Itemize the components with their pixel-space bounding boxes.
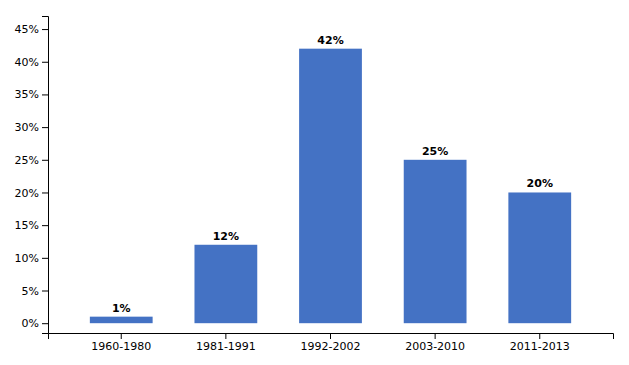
tick-mark — [42, 258, 48, 259]
tick: 1992-2002 — [301, 333, 361, 353]
tick-label: 40% — [15, 56, 39, 69]
tick: 45% — [15, 23, 48, 36]
tick: 20% — [15, 186, 48, 199]
bars — [90, 49, 571, 324]
tick-mark — [121, 333, 122, 339]
tick: 35% — [15, 88, 48, 101]
bar — [90, 317, 153, 324]
tick-mark — [42, 225, 48, 226]
tick-label: 1992-2002 — [301, 340, 361, 353]
tick-label: 1981-1991 — [196, 340, 256, 353]
tick-mark — [42, 323, 48, 324]
data-label: 1% — [112, 302, 131, 315]
tick: 40% — [15, 56, 48, 69]
bar — [508, 192, 571, 323]
axis-line — [49, 334, 614, 340]
tick-label: 35% — [15, 88, 39, 101]
tick-mark — [435, 333, 436, 339]
data-label: 12% — [213, 230, 239, 243]
tick-mark — [42, 94, 48, 95]
tick-label: 2003-2010 — [405, 340, 465, 353]
data-label: 25% — [422, 145, 448, 158]
tick-label: 20% — [15, 186, 39, 199]
tick-label: 1960-1980 — [91, 340, 151, 353]
axis-line — [42, 17, 49, 334]
chart: 0% 5% 10% 15% 20% 25% 30% 35% 40% 45% 1960-1980 198… — [0, 0, 629, 365]
tick: 5% — [22, 285, 48, 298]
tick: 15% — [15, 219, 48, 232]
tick-mark — [42, 160, 48, 161]
tick-label: 30% — [15, 121, 39, 134]
tick: 1960-1980 — [91, 333, 151, 353]
bar — [299, 49, 362, 324]
tick-mark — [42, 192, 48, 193]
tick-mark — [42, 127, 48, 128]
tick-label: 10% — [15, 252, 39, 265]
tick-label: 2011-2013 — [510, 340, 570, 353]
tick-mark — [42, 62, 48, 63]
tick-label: 5% — [22, 285, 39, 298]
tick-mark — [42, 29, 48, 30]
y-axis: 0% 5% 10% 15% 20% 25% 30% 35% 40% 45% — [15, 17, 49, 334]
plot-area: 0% 5% 10% 15% 20% 25% 30% 35% 40% 45% 1960-1980 198… — [15, 17, 614, 353]
tick-mark — [539, 333, 540, 339]
tick-mark — [42, 291, 48, 292]
tick: 1981-1991 — [196, 333, 256, 353]
data-labels: 1% 12% 42% 25% 20% — [112, 34, 553, 315]
x-axis: 1960-1980 1981-1991 1992-2002 2003-2010 2011… — [49, 333, 614, 353]
tick-label: 25% — [15, 154, 39, 167]
tick: 10% — [15, 252, 48, 265]
tick-mark — [225, 333, 226, 339]
data-label: 42% — [317, 34, 343, 47]
tick: 2003-2010 — [405, 333, 465, 353]
tick: 25% — [15, 154, 48, 167]
tick-label: 0% — [22, 317, 39, 330]
tick: 0% — [22, 317, 48, 330]
tick-mark — [330, 333, 331, 339]
tick: 2011-2013 — [510, 333, 570, 353]
data-label: 20% — [527, 177, 553, 190]
bar — [404, 160, 467, 323]
tick: 30% — [15, 121, 48, 134]
tick-label: 15% — [15, 219, 39, 232]
tick-label: 45% — [15, 23, 39, 36]
bar — [194, 245, 257, 323]
